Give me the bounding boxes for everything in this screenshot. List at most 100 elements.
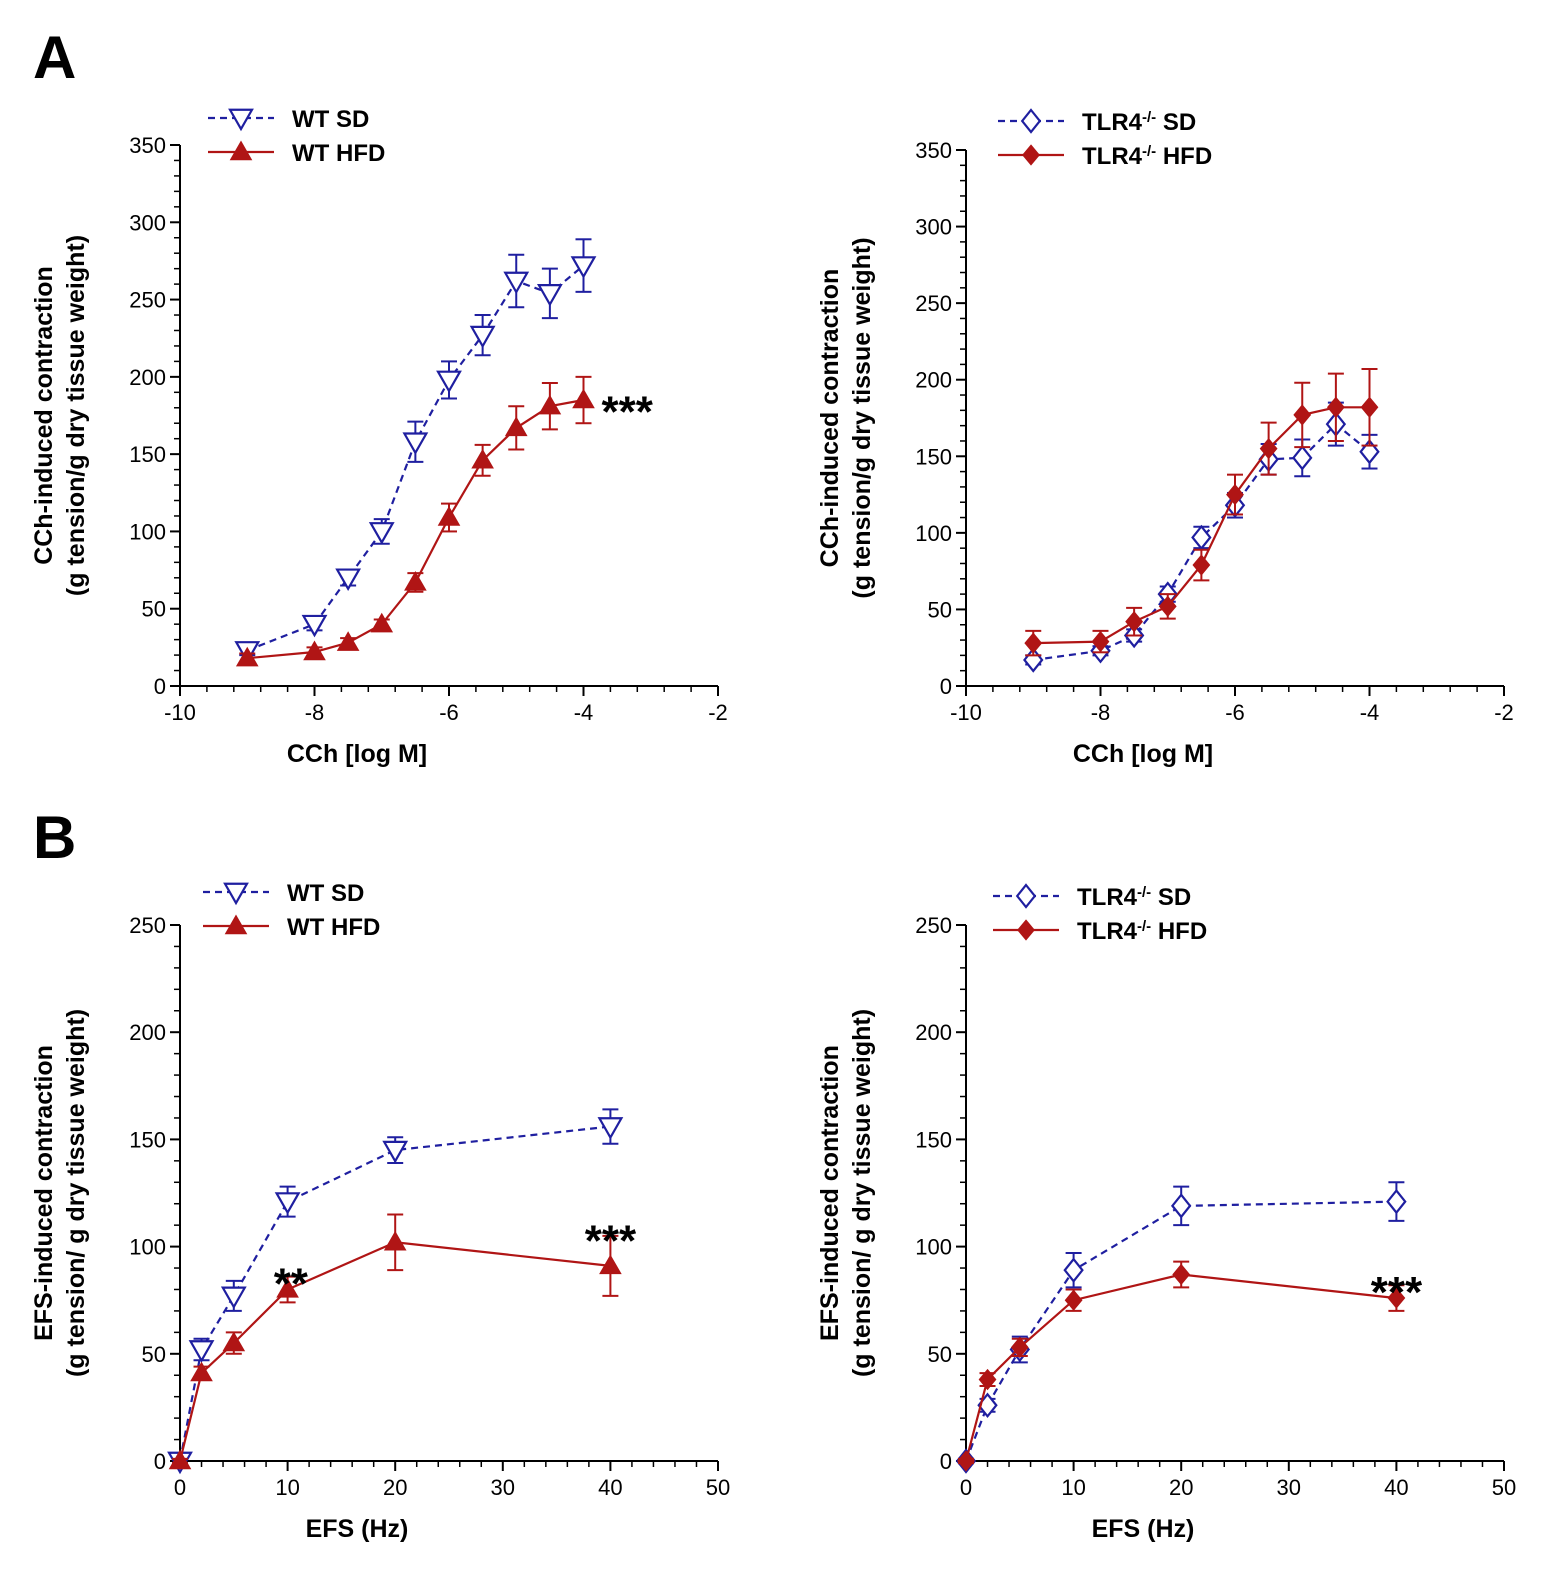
y-tick-label: 200 — [915, 368, 952, 393]
y-tick-label: 100 — [129, 1235, 166, 1260]
data-point — [1191, 524, 1212, 551]
y-tick-label: 150 — [129, 1127, 166, 1152]
series-line — [178, 1241, 611, 1462]
data-point — [978, 1368, 997, 1391]
legend-label: TLR4-/- HFD — [1082, 143, 1212, 171]
data-point — [1292, 445, 1313, 471]
panel-letter-a: A — [33, 24, 76, 91]
y-tick-label: 0 — [154, 1449, 166, 1474]
y-tick-label: 150 — [915, 1127, 952, 1152]
legend-item: TLR4-/- HFD — [993, 918, 1207, 945]
x-tick-label: -8 — [1091, 700, 1111, 725]
data-point — [1192, 554, 1211, 576]
series-line — [1033, 422, 1371, 662]
series-line — [247, 398, 584, 660]
y-tick-label: 300 — [915, 215, 952, 240]
y-axis-title: (g tension/ g dry tissue weight) — [848, 1009, 876, 1377]
x-tick-label: 10 — [1061, 1475, 1085, 1500]
series-tlr4-sd — [955, 1181, 1407, 1474]
y-tick-label: 350 — [129, 133, 166, 158]
y-axis-title: EFS-induced contraction — [30, 1045, 58, 1341]
data-point — [1158, 595, 1177, 618]
x-tick-label: -10 — [950, 700, 982, 725]
y-tick-label: 100 — [915, 521, 952, 546]
series-line — [1033, 406, 1370, 645]
data-point — [504, 416, 528, 437]
data-point — [168, 1449, 192, 1470]
legend-marker — [228, 108, 254, 132]
legend-label: WT SD — [292, 106, 369, 133]
series-line — [964, 1200, 1397, 1462]
data-point — [538, 394, 562, 415]
y-tick-label: 200 — [129, 1020, 166, 1045]
data-point — [303, 640, 326, 661]
data-point — [404, 570, 427, 591]
x-tick-label: 0 — [960, 1475, 972, 1500]
legend-marker — [229, 140, 253, 161]
y-tick-label: 250 — [129, 913, 166, 938]
y-tick-label: 50 — [928, 1342, 952, 1367]
x-tick-label: 30 — [1277, 1475, 1301, 1500]
legend-marker — [1017, 919, 1035, 941]
legend-label: WT HFD — [292, 140, 385, 167]
data-point — [1360, 396, 1379, 418]
legend-item: WT SD — [203, 880, 364, 907]
chart-A-right: 0 50 100 150 200 250 300 350 -10 -8 -6 -4 -2 CCh [log… — [816, 108, 1514, 768]
data-point — [370, 612, 394, 633]
legend-label: TLR4-/- SD — [1082, 109, 1196, 137]
x-tick-label: -6 — [1225, 700, 1245, 725]
chart-B-right: 0 50 100 150 200 250 0 10 20 30 40 50 EFS (Hz) EFS-in… — [816, 883, 1516, 1543]
x-tick-label: 40 — [1384, 1475, 1408, 1500]
x-tick-label: 50 — [706, 1475, 730, 1500]
data-point — [503, 271, 530, 295]
legend-item: WT HFD — [203, 914, 380, 941]
x-tick-label: 50 — [1492, 1475, 1516, 1500]
data-point — [437, 506, 461, 526]
data-point — [1010, 1336, 1029, 1359]
data-point — [1293, 404, 1312, 426]
data-point — [599, 1254, 622, 1275]
legend-marker — [223, 882, 249, 906]
y-tick-label: 200 — [129, 365, 166, 390]
legend-marker — [1020, 108, 1042, 134]
data-point — [220, 1286, 247, 1310]
series-wt-hfd — [235, 375, 595, 667]
x-tick-label: -2 — [1494, 700, 1514, 725]
data-point — [1326, 396, 1345, 418]
y-tick-label: 0 — [940, 674, 952, 699]
x-tick-label: -6 — [439, 700, 459, 725]
data-point — [1387, 1287, 1406, 1309]
data-point — [402, 432, 429, 455]
x-tick-label: -4 — [574, 700, 594, 725]
y-tick-label: 100 — [915, 1235, 952, 1260]
panel-letter-b: B — [33, 804, 76, 871]
y-tick-label: 50 — [142, 597, 166, 622]
x-axis-title: EFS (Hz) — [1092, 1515, 1195, 1543]
data-point — [597, 1117, 624, 1140]
data-point — [471, 448, 494, 469]
x-tick-label: -2 — [708, 700, 728, 725]
data-point — [382, 1140, 409, 1164]
y-tick-label: 0 — [940, 1449, 952, 1474]
legend-label: TLR4-/- SD — [1077, 884, 1191, 912]
data-point — [222, 1331, 246, 1352]
x-tick-label: 20 — [383, 1475, 407, 1500]
x-tick-label: -8 — [305, 700, 325, 725]
x-tick-label: 0 — [174, 1475, 186, 1500]
data-point — [190, 1361, 213, 1382]
data-point — [1063, 1257, 1084, 1283]
series-wt-sd — [167, 1108, 624, 1475]
data-point — [335, 568, 362, 592]
data-point — [276, 1278, 299, 1298]
y-axis-title: CCh-induced contraction — [816, 269, 844, 568]
y-axis-title: (g tension/ g dry tissue weight) — [62, 1009, 90, 1377]
x-tick-label: 30 — [491, 1475, 515, 1500]
significance-label: ** — [274, 1260, 309, 1309]
y-axis-title: (g tension/g dry tissue weight) — [62, 235, 90, 596]
data-point — [1091, 630, 1110, 653]
series-wt-hfd — [168, 1213, 622, 1470]
series-line — [178, 1125, 611, 1462]
data-point — [572, 388, 595, 409]
series-tlr4-sd — [1023, 401, 1380, 673]
